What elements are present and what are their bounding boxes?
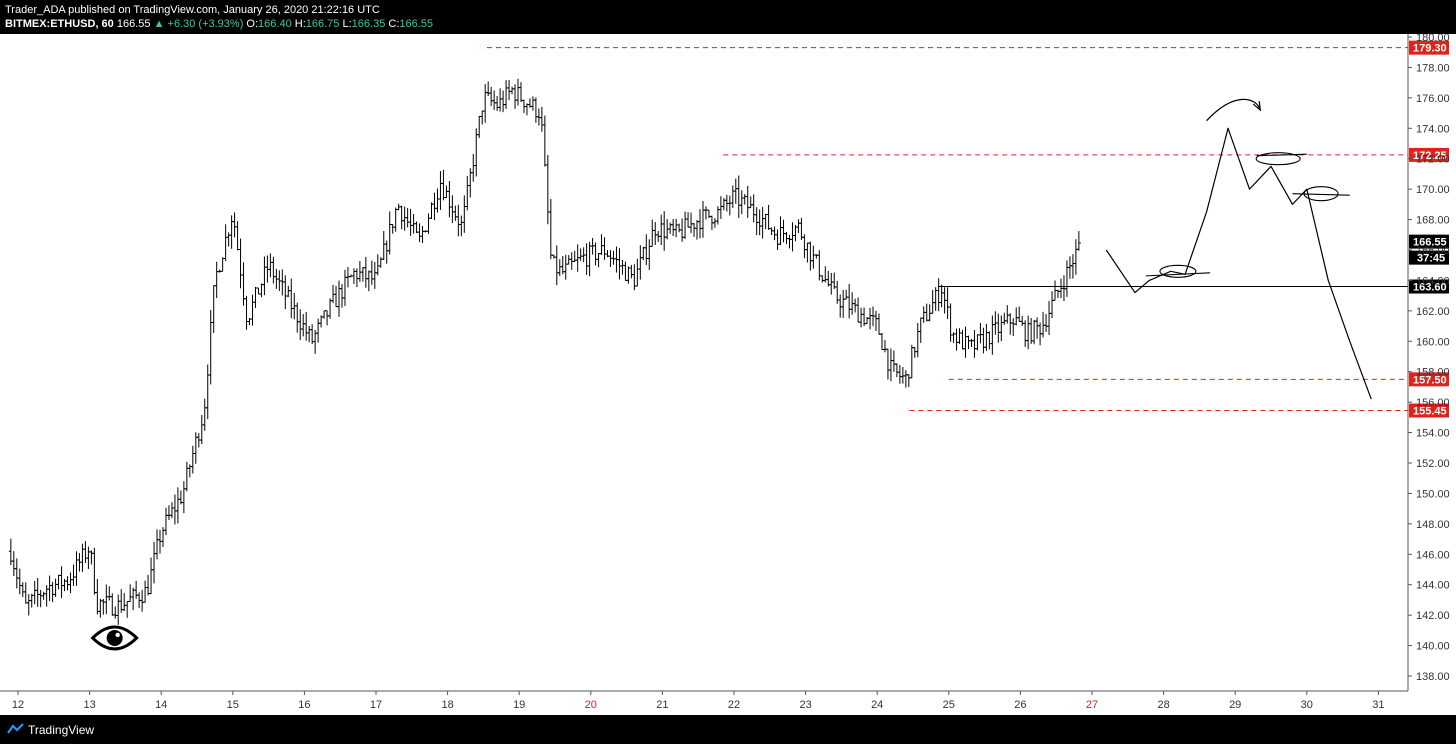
- open-label: O:: [246, 18, 259, 30]
- open-value: 166.40: [258, 18, 292, 30]
- level-price-label: 179.30: [1413, 43, 1447, 55]
- retest-circle: [1159, 264, 1197, 278]
- eye-glint: [115, 632, 120, 638]
- resistance-stub-line: [1256, 153, 1307, 157]
- level-price-tag: [1409, 40, 1449, 55]
- current-price-tag: [1409, 234, 1449, 249]
- ohlc-bars: [8, 78, 1081, 625]
- time-tick-label: 22: [728, 699, 740, 711]
- price-tick-label: 164.00: [1416, 275, 1450, 287]
- close-label: C:: [388, 18, 400, 30]
- level-price-label: 155.45: [1413, 406, 1447, 418]
- price-tick-label: 166.00: [1416, 245, 1450, 257]
- symbol-name: BITMEX:ETHUSD, 60: [5, 18, 114, 30]
- resistance-circle: [1255, 152, 1301, 166]
- eye-pupil: [106, 629, 123, 646]
- last-price: 166.55: [116, 18, 151, 30]
- price-tick-label: 154.00: [1416, 428, 1450, 440]
- footer-bar: TradingView: [0, 715, 1456, 744]
- low-label: L:: [342, 18, 352, 30]
- time-tick-label: 25: [943, 699, 955, 711]
- symbol-info-line: BITMEX:ETHUSD, 60 166.55 ▲ +6.30 (+3.93%…: [5, 18, 433, 30]
- lower-high-stub-line: [1292, 193, 1350, 196]
- price-tick-label: 146.00: [1416, 549, 1450, 561]
- axes: 138.00 140.00 142.00 144.00 146.00 148.00 150.…: [0, 34, 1450, 711]
- time-tick-label: 28: [1157, 699, 1169, 711]
- publish-info: Trader_ADA published on TradingView.com,…: [5, 4, 380, 16]
- close-value: 166.55: [399, 18, 434, 30]
- level-price-tag: [1409, 147, 1449, 162]
- tradingview-logo-icon: [7, 723, 24, 734]
- projected-path-line: [1105, 127, 1372, 400]
- price-tick-label: 152.00: [1416, 458, 1450, 470]
- time-tick-label: 26: [1014, 699, 1026, 711]
- time-tick-label: 12: [12, 699, 24, 711]
- price-tick-label: 148.00: [1416, 519, 1450, 531]
- low-value: 166.35: [351, 18, 386, 30]
- price-tick-label: 156.00: [1416, 397, 1450, 409]
- current-price-label: 166.55: [1413, 237, 1447, 249]
- curved-arrow-line: [1206, 98, 1261, 122]
- time-tick-label: 23: [799, 699, 811, 711]
- price-tick-label: 138.00: [1416, 671, 1450, 683]
- time-tick-label: 16: [298, 699, 310, 711]
- price-tick-label: 158.00: [1416, 367, 1450, 379]
- countdown-label: 37:45: [1417, 253, 1445, 265]
- high-label: H:: [294, 18, 306, 30]
- price-tick-label: 160.00: [1416, 336, 1450, 348]
- time-tick-label: 30: [1301, 699, 1313, 711]
- price-tick-label: 168.00: [1416, 215, 1450, 227]
- chart-header: Trader_ADA published on TradingView.com,…: [0, 0, 1456, 34]
- price-change: ▲ +6.30 (+3.93%): [153, 18, 244, 30]
- time-tick-label: 31: [1372, 699, 1384, 711]
- price-tick-label: 178.00: [1416, 62, 1450, 74]
- time-tick-label: 13: [83, 699, 95, 711]
- price-tick-label: 180.00: [1416, 34, 1450, 44]
- price-tick-label: 174.00: [1416, 123, 1450, 135]
- price-chart[interactable]: 179.30 172.25 163.60 157.50 155.45 166.55 37:4…: [0, 34, 1456, 715]
- time-tick-label: 17: [370, 699, 382, 711]
- level-price-tag: [1409, 279, 1449, 294]
- price-tick-label: 150.00: [1416, 488, 1450, 500]
- level-price-tag: [1409, 372, 1449, 387]
- time-tick-label: 14: [155, 699, 167, 711]
- price-tick-label: 170.00: [1416, 184, 1450, 196]
- price-tick-label: 172.00: [1416, 154, 1450, 166]
- arrowhead: [1252, 100, 1262, 112]
- level-price-label: 163.60: [1413, 282, 1447, 294]
- time-tick-label: 24: [871, 699, 883, 711]
- price-tick-label: 162.00: [1416, 306, 1450, 318]
- level-price-label: 172.25: [1413, 150, 1447, 162]
- countdown-tag: [1409, 250, 1449, 265]
- level-price-label: 157.50: [1413, 374, 1447, 386]
- time-tick-label: 20: [585, 699, 597, 711]
- time-tick-label: 18: [441, 699, 453, 711]
- retest-stub-line: [1145, 272, 1211, 277]
- horizontal-levels: 179.30 172.25 163.60 157.50 155.45 166.55 37:4…: [486, 40, 1449, 418]
- time-tick-label: 21: [656, 699, 668, 711]
- price-tick-label: 144.00: [1416, 580, 1450, 592]
- price-tick-label: 176.00: [1416, 93, 1450, 105]
- price-tick-label: 142.00: [1416, 610, 1450, 622]
- level-price-tag: [1409, 403, 1449, 418]
- time-tick-label: 15: [227, 699, 239, 711]
- high-value: 166.75: [305, 18, 340, 30]
- price-tick-label: 140.00: [1416, 641, 1450, 653]
- eye-icon: [90, 625, 139, 651]
- time-tick-label: 27: [1086, 699, 1098, 711]
- tradingview-brand: TradingView: [28, 723, 95, 737]
- time-tick-label: 19: [513, 699, 525, 711]
- hand-drawings: [1105, 98, 1372, 400]
- time-tick-label: 29: [1229, 699, 1241, 711]
